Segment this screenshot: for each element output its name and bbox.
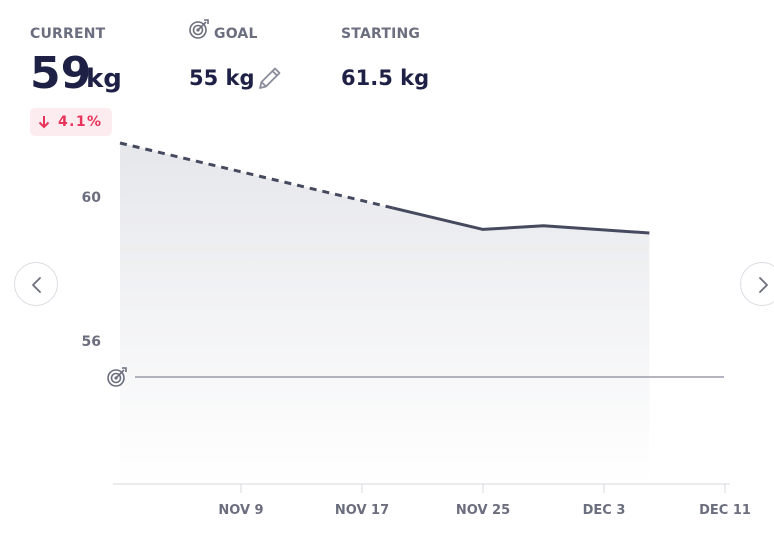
current-weight-unit: kg (86, 64, 122, 94)
current-weight-value: 59 (30, 48, 92, 99)
next-period-button[interactable] (740, 262, 774, 306)
y-tick-label: 60 (82, 190, 102, 206)
current-label: CURRENT (30, 26, 106, 42)
x-tick-label: NOV 17 (335, 503, 389, 518)
pencil-icon (259, 67, 281, 89)
area-fill (120, 143, 650, 484)
starting-weight-value: 61.5 kg (341, 66, 430, 90)
projected-line (119, 141, 393, 210)
starting-label: STARTING (341, 26, 421, 42)
edit-goal-button[interactable] (254, 64, 284, 92)
chevron-left-icon (32, 277, 41, 293)
x-tick-label: DEC 3 (583, 503, 626, 518)
x-tick-label: NOV 9 (218, 503, 263, 518)
goal-marker-icon (107, 367, 127, 387)
x-tick-label: NOV 25 (456, 503, 510, 518)
previous-period-button[interactable] (14, 262, 58, 306)
goal-label: GOAL (214, 26, 258, 42)
change-percent: 4.1% (58, 114, 103, 130)
chevron-right-icon (759, 277, 768, 293)
arrow-down-icon (38, 116, 50, 129)
change-badge: 4.1% (30, 108, 112, 136)
x-axis-ticks: NOV 9 NOV 17 NOV 25 DEC 3 DEC 11 (218, 484, 751, 518)
weight-line (119, 141, 650, 235)
y-tick-label: 56 (82, 334, 101, 350)
actual-line (391, 206, 650, 235)
y-axis-ticks: 60 56 (82, 190, 102, 350)
target-icon (189, 19, 209, 39)
goal-weight-value: 55 kg (189, 66, 255, 90)
x-tick-label: DEC 11 (699, 503, 751, 518)
weight-area (120, 143, 650, 484)
